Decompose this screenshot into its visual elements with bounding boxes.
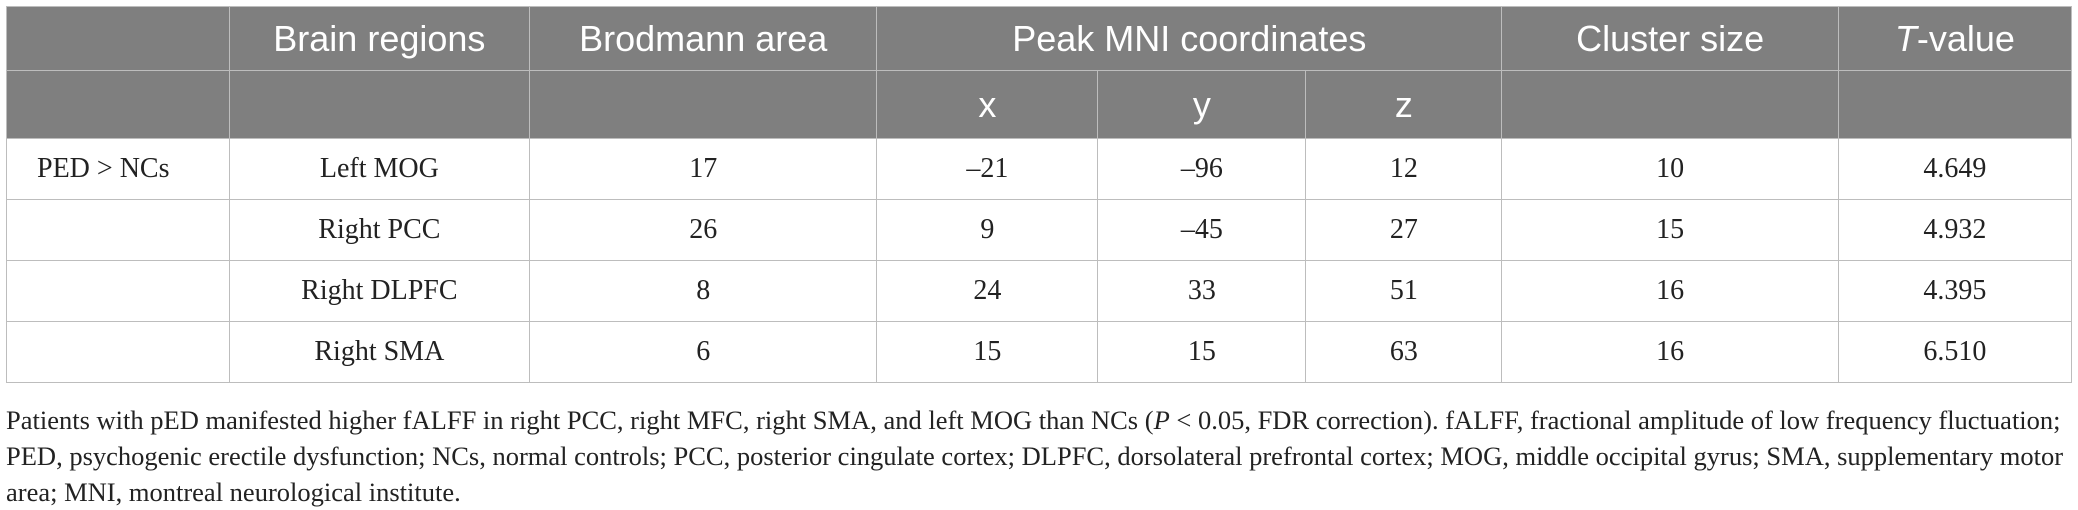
cell-region: Right DLPFC — [228, 260, 531, 322]
subheader-x: x — [876, 70, 1099, 139]
cell-cluster-size: 16 — [1501, 260, 1839, 322]
cell-group — [6, 260, 230, 322]
cell-y: –45 — [1097, 199, 1307, 261]
cell-z: 12 — [1305, 138, 1503, 200]
cell-cluster-size: 16 — [1501, 321, 1839, 383]
header-peak-mni-coordinates: Peak MNI coordinates — [876, 6, 1503, 71]
cell-brodmann-area: 8 — [529, 260, 878, 322]
table-row: Right DLPFC 8 24 33 51 16 4.395 — [6, 260, 2073, 322]
table-footnote: Patients with pED manifested higher fALF… — [6, 402, 2072, 510]
cell-y: 33 — [1097, 260, 1307, 322]
header-t-value-suffix: -value — [1916, 17, 2015, 59]
cell-x: 9 — [876, 199, 1099, 261]
results-table: Brain regions Brodmann area Peak MNI coo… — [6, 6, 2073, 383]
table-row: Right SMA 6 15 15 63 16 6.510 — [6, 321, 2073, 383]
cell-z: 51 — [1305, 260, 1503, 322]
results-table-container: Brain regions Brodmann area Peak MNI coo… — [6, 6, 2073, 383]
cell-group — [6, 199, 230, 261]
cell-z: 63 — [1305, 321, 1503, 383]
header-brodmann-area: Brodmann area — [529, 6, 878, 71]
header-t-value: T-value — [1837, 6, 2073, 71]
cell-x: 15 — [876, 321, 1099, 383]
subheader-empty-3 — [529, 70, 878, 139]
header-cluster-size: Cluster size — [1501, 6, 1839, 71]
cell-brodmann-area: 6 — [529, 321, 878, 383]
table-row: PED > NCs Left MOG 17 –21 –96 12 10 4.64… — [6, 138, 2073, 200]
header-group — [6, 6, 230, 71]
cell-y: 15 — [1097, 321, 1307, 383]
cell-region: Right SMA — [228, 321, 531, 383]
footnote-part-1: Patients with pED manifested higher fALF… — [6, 405, 1154, 435]
cell-region: Right PCC — [228, 199, 531, 261]
table-row: Right PCC 26 9 –45 27 15 4.932 — [6, 199, 2073, 261]
cell-x: –21 — [876, 138, 1099, 200]
cell-t-value: 4.932 — [1837, 199, 2073, 261]
header-row-2: x y z — [6, 70, 2073, 139]
footnote-p-italic: P — [1153, 405, 1170, 435]
footnote-part-2: < 0.05, FDR correction). fALFF, fraction… — [6, 405, 2064, 507]
cell-brodmann-area: 17 — [529, 138, 878, 200]
cell-x: 24 — [876, 260, 1099, 322]
header-brain-regions: Brain regions — [228, 6, 531, 71]
cell-y: –96 — [1097, 138, 1307, 200]
header-t-value-italic: T — [1894, 17, 1917, 59]
cell-t-value: 4.395 — [1837, 260, 2073, 322]
cell-group: PED > NCs — [6, 138, 230, 200]
cell-t-value: 6.510 — [1837, 321, 2073, 383]
subheader-z: z — [1305, 70, 1503, 139]
cell-cluster-size: 15 — [1501, 199, 1839, 261]
header-row-1: Brain regions Brodmann area Peak MNI coo… — [6, 6, 2073, 71]
subheader-empty-1 — [6, 70, 230, 139]
cell-z: 27 — [1305, 199, 1503, 261]
subheader-empty-2 — [228, 70, 531, 139]
cell-brodmann-area: 26 — [529, 199, 878, 261]
subheader-empty-4 — [1501, 70, 1839, 139]
subheader-y: y — [1097, 70, 1307, 139]
subheader-empty-5 — [1837, 70, 2073, 139]
cell-cluster-size: 10 — [1501, 138, 1839, 200]
cell-t-value: 4.649 — [1837, 138, 2073, 200]
cell-group — [6, 321, 230, 383]
cell-region: Left MOG — [228, 138, 531, 200]
